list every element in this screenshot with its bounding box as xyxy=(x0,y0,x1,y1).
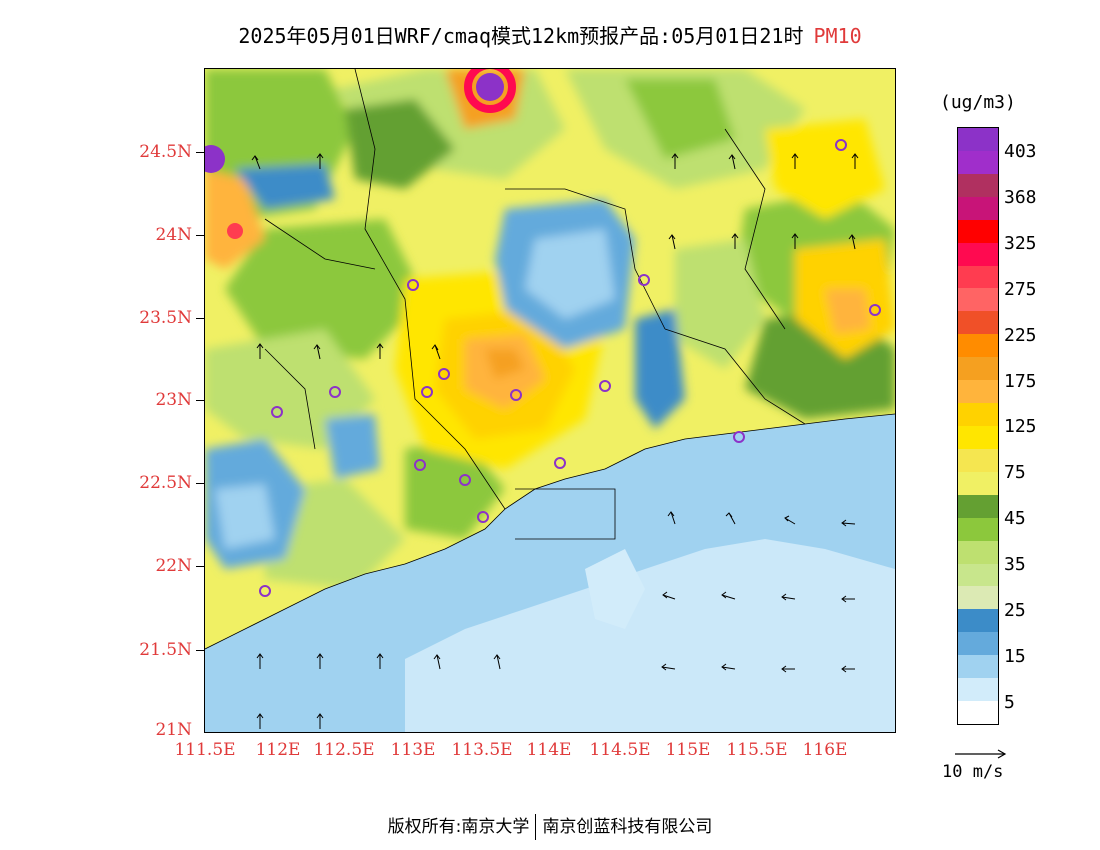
colorbar-cell xyxy=(958,426,998,450)
colorbar-cell xyxy=(958,494,998,519)
lat-label-22n: 22N xyxy=(155,556,192,576)
title-main: 2025年05月01日WRF/cmaq模式12km预报产品:05月01日21时 xyxy=(238,24,804,48)
colorbar-label: 75 xyxy=(1004,462,1026,484)
colorbar-cell xyxy=(958,357,998,381)
footer-copyright: 版权所有:南京大学 xyxy=(387,817,530,837)
colorbar-cell xyxy=(958,701,998,725)
colorbar-label: 25 xyxy=(1004,600,1026,621)
pollutant-label: PM10 xyxy=(813,24,862,48)
colorbar-cell xyxy=(958,563,998,587)
lon-label-111-5e: 111.5E xyxy=(174,740,236,760)
lat-label-24-5n: 24.5N xyxy=(139,142,192,162)
map-title: 2025年05月01日WRF/cmaq模式12km预报产品:05月01日21时 P… xyxy=(0,20,1100,49)
footer-divider xyxy=(535,814,537,840)
colorbar-label: 368 xyxy=(1004,186,1037,208)
footer: 版权所有:南京大学 南京创蓝科技有限公司 xyxy=(0,812,1100,840)
lat-tick xyxy=(196,235,204,236)
colorbar-label: 35 xyxy=(1004,554,1026,576)
colorbar-cell xyxy=(958,311,998,335)
colorbar-cell xyxy=(958,380,998,404)
lon-label-115-5e: 115.5E xyxy=(726,740,788,760)
lat-label-21-5n: 21.5N xyxy=(139,640,192,660)
colorbar-label: 15 xyxy=(1004,645,1026,667)
lat-label-21n: 21N xyxy=(155,720,192,740)
lat-label-23-5n: 23.5N xyxy=(139,308,192,328)
colorbar-cell xyxy=(958,128,998,152)
colorbar-label: 45 xyxy=(1004,508,1026,530)
lon-label-114-5e: 114.5E xyxy=(589,740,651,760)
lon-label-112e: 112E xyxy=(255,740,301,760)
colorbar-cell xyxy=(958,242,998,267)
lat-tick xyxy=(196,483,204,484)
lat-tick xyxy=(196,566,204,567)
lon-label-113e: 113E xyxy=(390,740,436,760)
colorbar-cell xyxy=(958,471,998,496)
colorbar-cell xyxy=(958,219,998,244)
colorbar-cell xyxy=(958,196,998,221)
lat-label-23n: 23N xyxy=(155,390,192,410)
colorbar-cell xyxy=(958,265,998,289)
lon-label-116e: 116E xyxy=(802,740,848,760)
colorbar-cell xyxy=(958,609,998,633)
lat-label-24n: 24N xyxy=(155,225,192,245)
colorbar-cell xyxy=(958,655,998,679)
colorbar-cell xyxy=(958,150,998,175)
lon-label-114e: 114E xyxy=(526,740,572,760)
colorbar-label: 175 xyxy=(1004,370,1037,392)
concentration-field xyxy=(205,69,895,732)
colorbar-label: 275 xyxy=(1004,278,1037,300)
colorbar-label: 225 xyxy=(1004,324,1037,346)
lat-label-22-5n: 22.5N xyxy=(139,473,192,493)
colorbar-cell xyxy=(958,403,998,427)
colorbar-cell xyxy=(958,448,998,473)
colorbar-cell xyxy=(958,678,998,702)
reference-vector-arrow xyxy=(955,749,1007,759)
pm10-map xyxy=(204,68,896,733)
colorbar-label: 125 xyxy=(1004,416,1037,438)
colorbar-cell xyxy=(958,173,998,198)
lat-tick xyxy=(196,650,204,651)
colorbar-label: 5 xyxy=(1004,691,1015,713)
lat-tick xyxy=(196,400,204,401)
reference-vector-label: 10 m/s xyxy=(942,762,1004,782)
colorbar-cell xyxy=(958,334,998,358)
colorbar-cell xyxy=(958,540,998,565)
colorbar xyxy=(957,127,999,725)
colorbar-cell xyxy=(958,586,998,610)
footer-company: 南京创蓝科技有限公司 xyxy=(542,817,713,837)
colorbar-unit: (ug/m3) xyxy=(940,92,1016,113)
colorbar-label: 325 xyxy=(1004,232,1037,254)
lat-tick xyxy=(196,318,204,319)
lon-label-115e: 115E xyxy=(665,740,711,760)
colorbar-cell xyxy=(958,632,998,656)
colorbar-label: 403 xyxy=(1004,141,1037,162)
lat-tick xyxy=(196,152,204,153)
lon-label-113-5e: 113.5E xyxy=(451,740,513,760)
colorbar-cell xyxy=(958,288,998,312)
colorbar-cell xyxy=(958,517,998,542)
lon-label-112-5e: 112.5E xyxy=(313,740,375,760)
